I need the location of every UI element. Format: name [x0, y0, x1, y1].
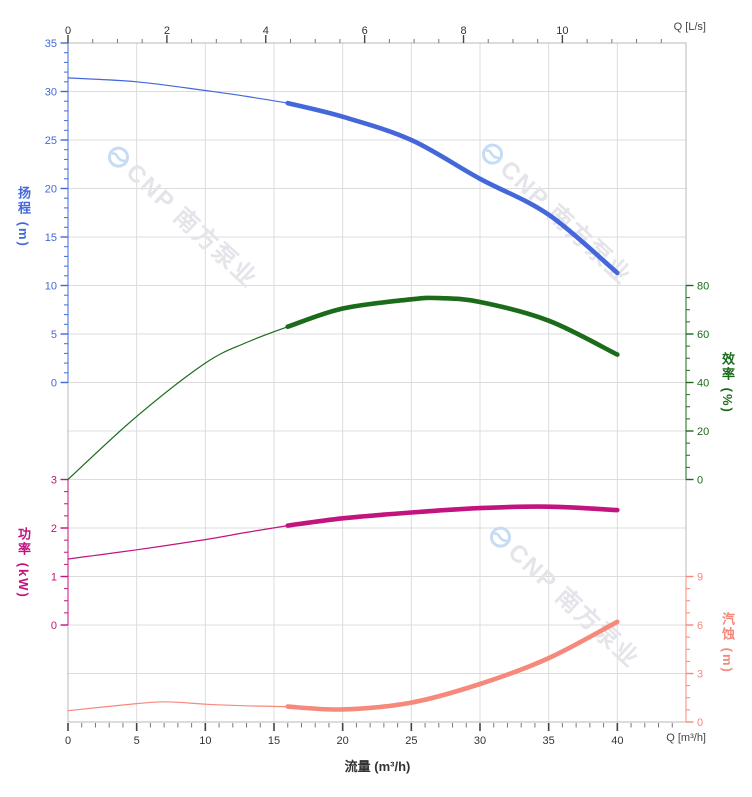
- tick-label: 0: [65, 735, 71, 747]
- cnp-logo-icon: [481, 143, 503, 165]
- tick-label: 2: [51, 523, 57, 535]
- npsh-curve-thin: [67, 701, 289, 712]
- x-axis-title: 流量 (m³/h): [344, 759, 411, 774]
- tick-label: 15: [268, 735, 280, 747]
- tick-label: 2: [164, 25, 170, 37]
- tick-label: 0: [65, 25, 71, 37]
- tick-label: 6: [697, 620, 703, 632]
- watermark-text: CNP 南方泵业: [121, 158, 264, 294]
- tick-label: 25: [405, 735, 417, 747]
- tick-label: 6: [362, 25, 368, 37]
- tick-label: 3: [51, 475, 57, 487]
- tick-label: 35: [543, 735, 555, 747]
- tick-label: 30: [45, 87, 57, 99]
- power-curve-thin: [67, 525, 289, 560]
- efficiency-curve-thin: [67, 326, 289, 481]
- efficiency-curve: [285, 295, 620, 357]
- tick-label: 0: [51, 378, 57, 390]
- watermark: CNP 南方泵业: [107, 146, 264, 294]
- tick-label: 80: [697, 281, 709, 293]
- tick-label: 8: [460, 25, 466, 37]
- tick-label: 10: [556, 25, 568, 37]
- tick-label: 3: [697, 669, 703, 681]
- head-axis-title: 扬程 (m): [16, 186, 31, 248]
- head-curve: [285, 100, 620, 276]
- tick-label: 4: [263, 25, 269, 37]
- tick-label: 20: [697, 426, 709, 438]
- cnp-logo-icon: [107, 146, 129, 168]
- top-axis-unit-label: Q [L/s]: [673, 21, 706, 33]
- cnp-logo-icon: [489, 526, 511, 548]
- tick-label: 20: [45, 184, 57, 196]
- tick-label: 10: [199, 735, 211, 747]
- bottom-axis-unit-label: Q [m³/h]: [666, 732, 706, 744]
- tick-label: 20: [337, 735, 349, 747]
- tick-label: 40: [611, 735, 623, 747]
- tick-label: 40: [697, 378, 709, 390]
- tick-label: 5: [51, 329, 57, 341]
- npsh-curve: [285, 619, 620, 712]
- tick-label: 35: [45, 38, 57, 50]
- power-axis-title: 功率 (kW): [16, 527, 31, 599]
- tick-label: 1: [51, 572, 57, 584]
- npsh-axis-title: 汽蚀 (m): [720, 612, 735, 674]
- tick-label: 10: [45, 281, 57, 293]
- power-curve: [285, 504, 620, 528]
- tick-label: 9: [697, 572, 703, 584]
- tick-label: 30: [474, 735, 486, 747]
- tick-label: 0: [697, 717, 703, 729]
- efficiency-axis-title: 效率 (%): [720, 352, 735, 414]
- tick-label: 15: [45, 232, 57, 244]
- tick-label: 60: [697, 329, 709, 341]
- tick-label: 0: [51, 620, 57, 632]
- head-curve-thin: [67, 77, 289, 104]
- watermark-text: CNP 南方泵业: [503, 538, 646, 674]
- tick-label: 25: [45, 135, 57, 147]
- tick-label: 0: [697, 475, 703, 487]
- tick-label: 5: [134, 735, 140, 747]
